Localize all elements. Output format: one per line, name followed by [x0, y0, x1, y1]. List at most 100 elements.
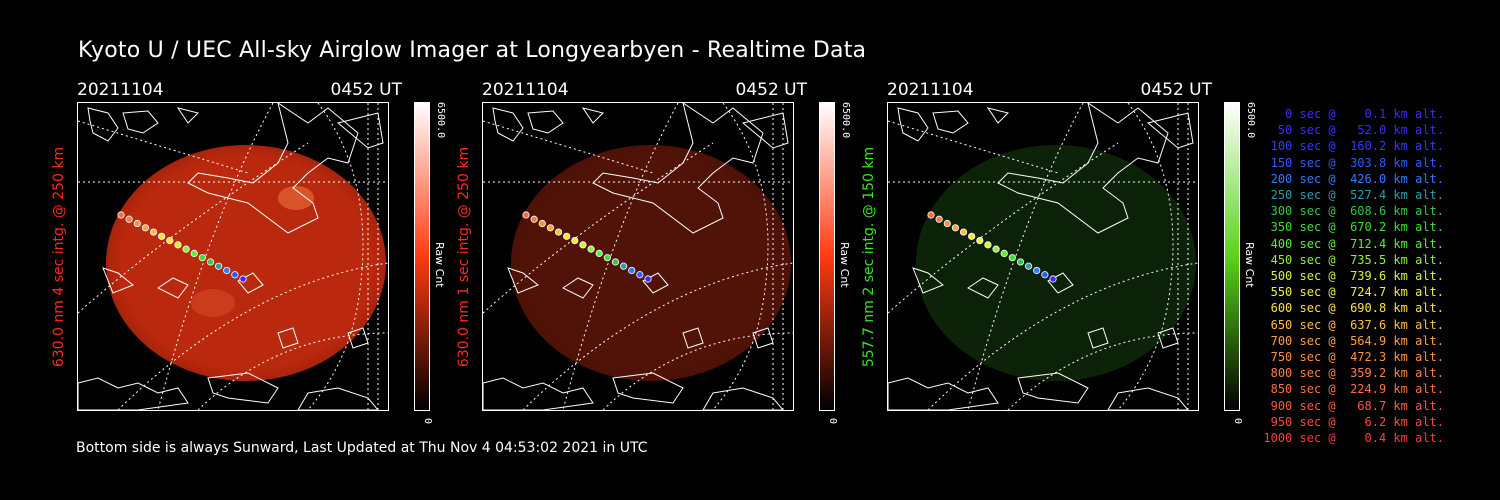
legend-row: 300 sec @ 608.6 km alt. [1263, 204, 1444, 219]
airglow-disk [916, 145, 1196, 381]
legend-row: 250 sec @ 527.4 km alt. [1263, 188, 1444, 203]
trajectory-point [239, 275, 247, 283]
trajectory-point [595, 249, 603, 257]
allsky-map [78, 103, 388, 410]
colorbar-max: 6500.0 [840, 102, 851, 139]
trajectory-point [1000, 249, 1008, 257]
trajectory-point [554, 228, 563, 236]
trajectory-point [133, 219, 141, 228]
page-title: Kyoto U / UEC All-sky Airglow Imager at … [78, 38, 867, 63]
trajectory-point [1041, 271, 1049, 279]
image-panel-1: 20211104 0452 UT 630.0 nm 4 sec intg. @ … [51, 80, 477, 430]
panel-date: 20211104 [77, 80, 164, 100]
trajectory-point [628, 266, 636, 275]
colorbar-unit: Raw Cnt [1243, 242, 1256, 288]
trajectory-point [149, 228, 158, 236]
panel-wavelength-label: 630.0 nm 1 sec intg. @ 250 km [456, 146, 472, 368]
panel-time: 0452 UT [735, 80, 808, 100]
legend-row: 0 sec @ 0.1 km alt. [1263, 107, 1444, 121]
colorbar-unit: Raw Cnt [433, 242, 446, 288]
legend-row: 750 sec @ 472.3 km alt. [1263, 350, 1444, 365]
colorbar-min: 0 [827, 418, 838, 425]
trajectory-point [579, 241, 587, 249]
colorbar-min: 0 [1232, 418, 1243, 425]
trajectory-point [644, 275, 652, 283]
colorbar-max: 6500.0 [435, 102, 446, 139]
satellite-trajectory [117, 211, 247, 283]
trajectory-point [943, 219, 951, 228]
trajectory-point [231, 271, 239, 279]
colorbar [1224, 102, 1240, 411]
trajectory-point [563, 232, 571, 240]
trajectory-point [166, 237, 174, 245]
legend-row: 800 sec @ 359.2 km alt. [1263, 366, 1444, 381]
allsky-map [483, 103, 793, 410]
trajectory-point [992, 245, 1000, 253]
trajectory-point [206, 258, 215, 266]
legend-row: 50 sec @ 52.0 km alt. [1263, 123, 1444, 138]
panel-date: 20211104 [482, 80, 569, 100]
trajectory-point [959, 228, 968, 236]
trajectory-point [587, 245, 595, 253]
legend-row: 600 sec @ 690.8 km alt. [1263, 301, 1444, 316]
trajectory-point [1025, 262, 1033, 270]
legend-row: 500 sec @ 739.6 km alt. [1263, 269, 1444, 284]
trajectory-point [215, 262, 223, 270]
colorbar [414, 102, 430, 411]
image-frame [887, 102, 1199, 411]
trajectory-point [951, 224, 960, 232]
trajectory-point [538, 219, 546, 228]
trajectory-point [174, 241, 182, 249]
colorbar-max: 6500.0 [1245, 102, 1256, 139]
satellite-trajectory [927, 211, 1057, 283]
image-panel-2: 20211104 0452 UT 630.0 nm 1 sec intg. @ … [456, 80, 882, 430]
trajectory-point [190, 249, 198, 257]
legend-row: 550 sec @ 724.7 km alt. [1263, 285, 1444, 300]
trajectory-point [603, 254, 611, 262]
legend-row: 400 sec @ 712.4 km alt. [1263, 236, 1444, 251]
panel-wavelength-label: 630.0 nm 4 sec intg. @ 250 km [51, 146, 67, 368]
trajectory-point [1008, 254, 1016, 262]
legend-row: 850 sec @ 224.9 km alt. [1263, 382, 1444, 397]
legend-row: 350 sec @ 670.2 km alt. [1263, 220, 1444, 235]
trajectory-point [1033, 266, 1041, 275]
image-frame [482, 102, 794, 411]
panel-date: 20211104 [887, 80, 974, 100]
legend-row: 200 sec @ 426.0 km alt. [1263, 171, 1444, 186]
trajectory-point [182, 245, 190, 253]
legend-row: 150 sec @ 303.8 km alt. [1263, 155, 1444, 170]
trajectory-point [968, 232, 976, 240]
legend-row: 700 sec @ 564.9 km alt. [1263, 333, 1444, 348]
footer-note: Bottom side is always Sunward, Last Upda… [76, 440, 648, 456]
trajectory-point [984, 241, 992, 249]
trajectory-point [620, 262, 628, 270]
airglow-disk [106, 145, 386, 381]
trajectory-point [223, 266, 231, 275]
trajectory-point [546, 224, 555, 232]
satellite-trajectory [522, 211, 652, 283]
trajectory-point [158, 232, 166, 240]
trajectory-point [522, 211, 530, 219]
image-panel-3: 20211104 0452 UT 557.7 nm 2 sec intg. @ … [861, 80, 1287, 430]
panel-wavelength-label: 557.7 nm 2 sec intg. @ 150 km [861, 146, 877, 368]
legend-row: 650 sec @ 637.6 km alt. [1263, 317, 1444, 332]
airglow-disk [511, 145, 791, 381]
trajectory-point [976, 237, 984, 245]
trajectory-point [611, 258, 620, 266]
legend-row: 900 sec @ 68.7 km alt. [1263, 398, 1444, 413]
legend-row: 100 sec @ 160.2 km alt. [1263, 139, 1444, 154]
trajectory-point [141, 224, 150, 232]
legend-row: 450 sec @ 735.5 km alt. [1263, 252, 1444, 267]
trajectory-point [636, 271, 644, 279]
panel-time: 0452 UT [330, 80, 403, 100]
trajectory-legend: 0 sec @ 0.1 km alt. 50 sec @ 52.0 km alt… [1262, 106, 1444, 446]
trajectory-point [117, 211, 125, 219]
trajectory-point [1049, 275, 1057, 283]
trajectory-point [530, 215, 538, 223]
trajectory-point [125, 215, 133, 223]
trajectory-point [571, 237, 579, 245]
trajectory-point [1016, 258, 1025, 266]
legend-row: 950 sec @ 6.2 km alt. [1263, 414, 1444, 429]
colorbar [819, 102, 835, 411]
trajectory-point [935, 215, 943, 223]
